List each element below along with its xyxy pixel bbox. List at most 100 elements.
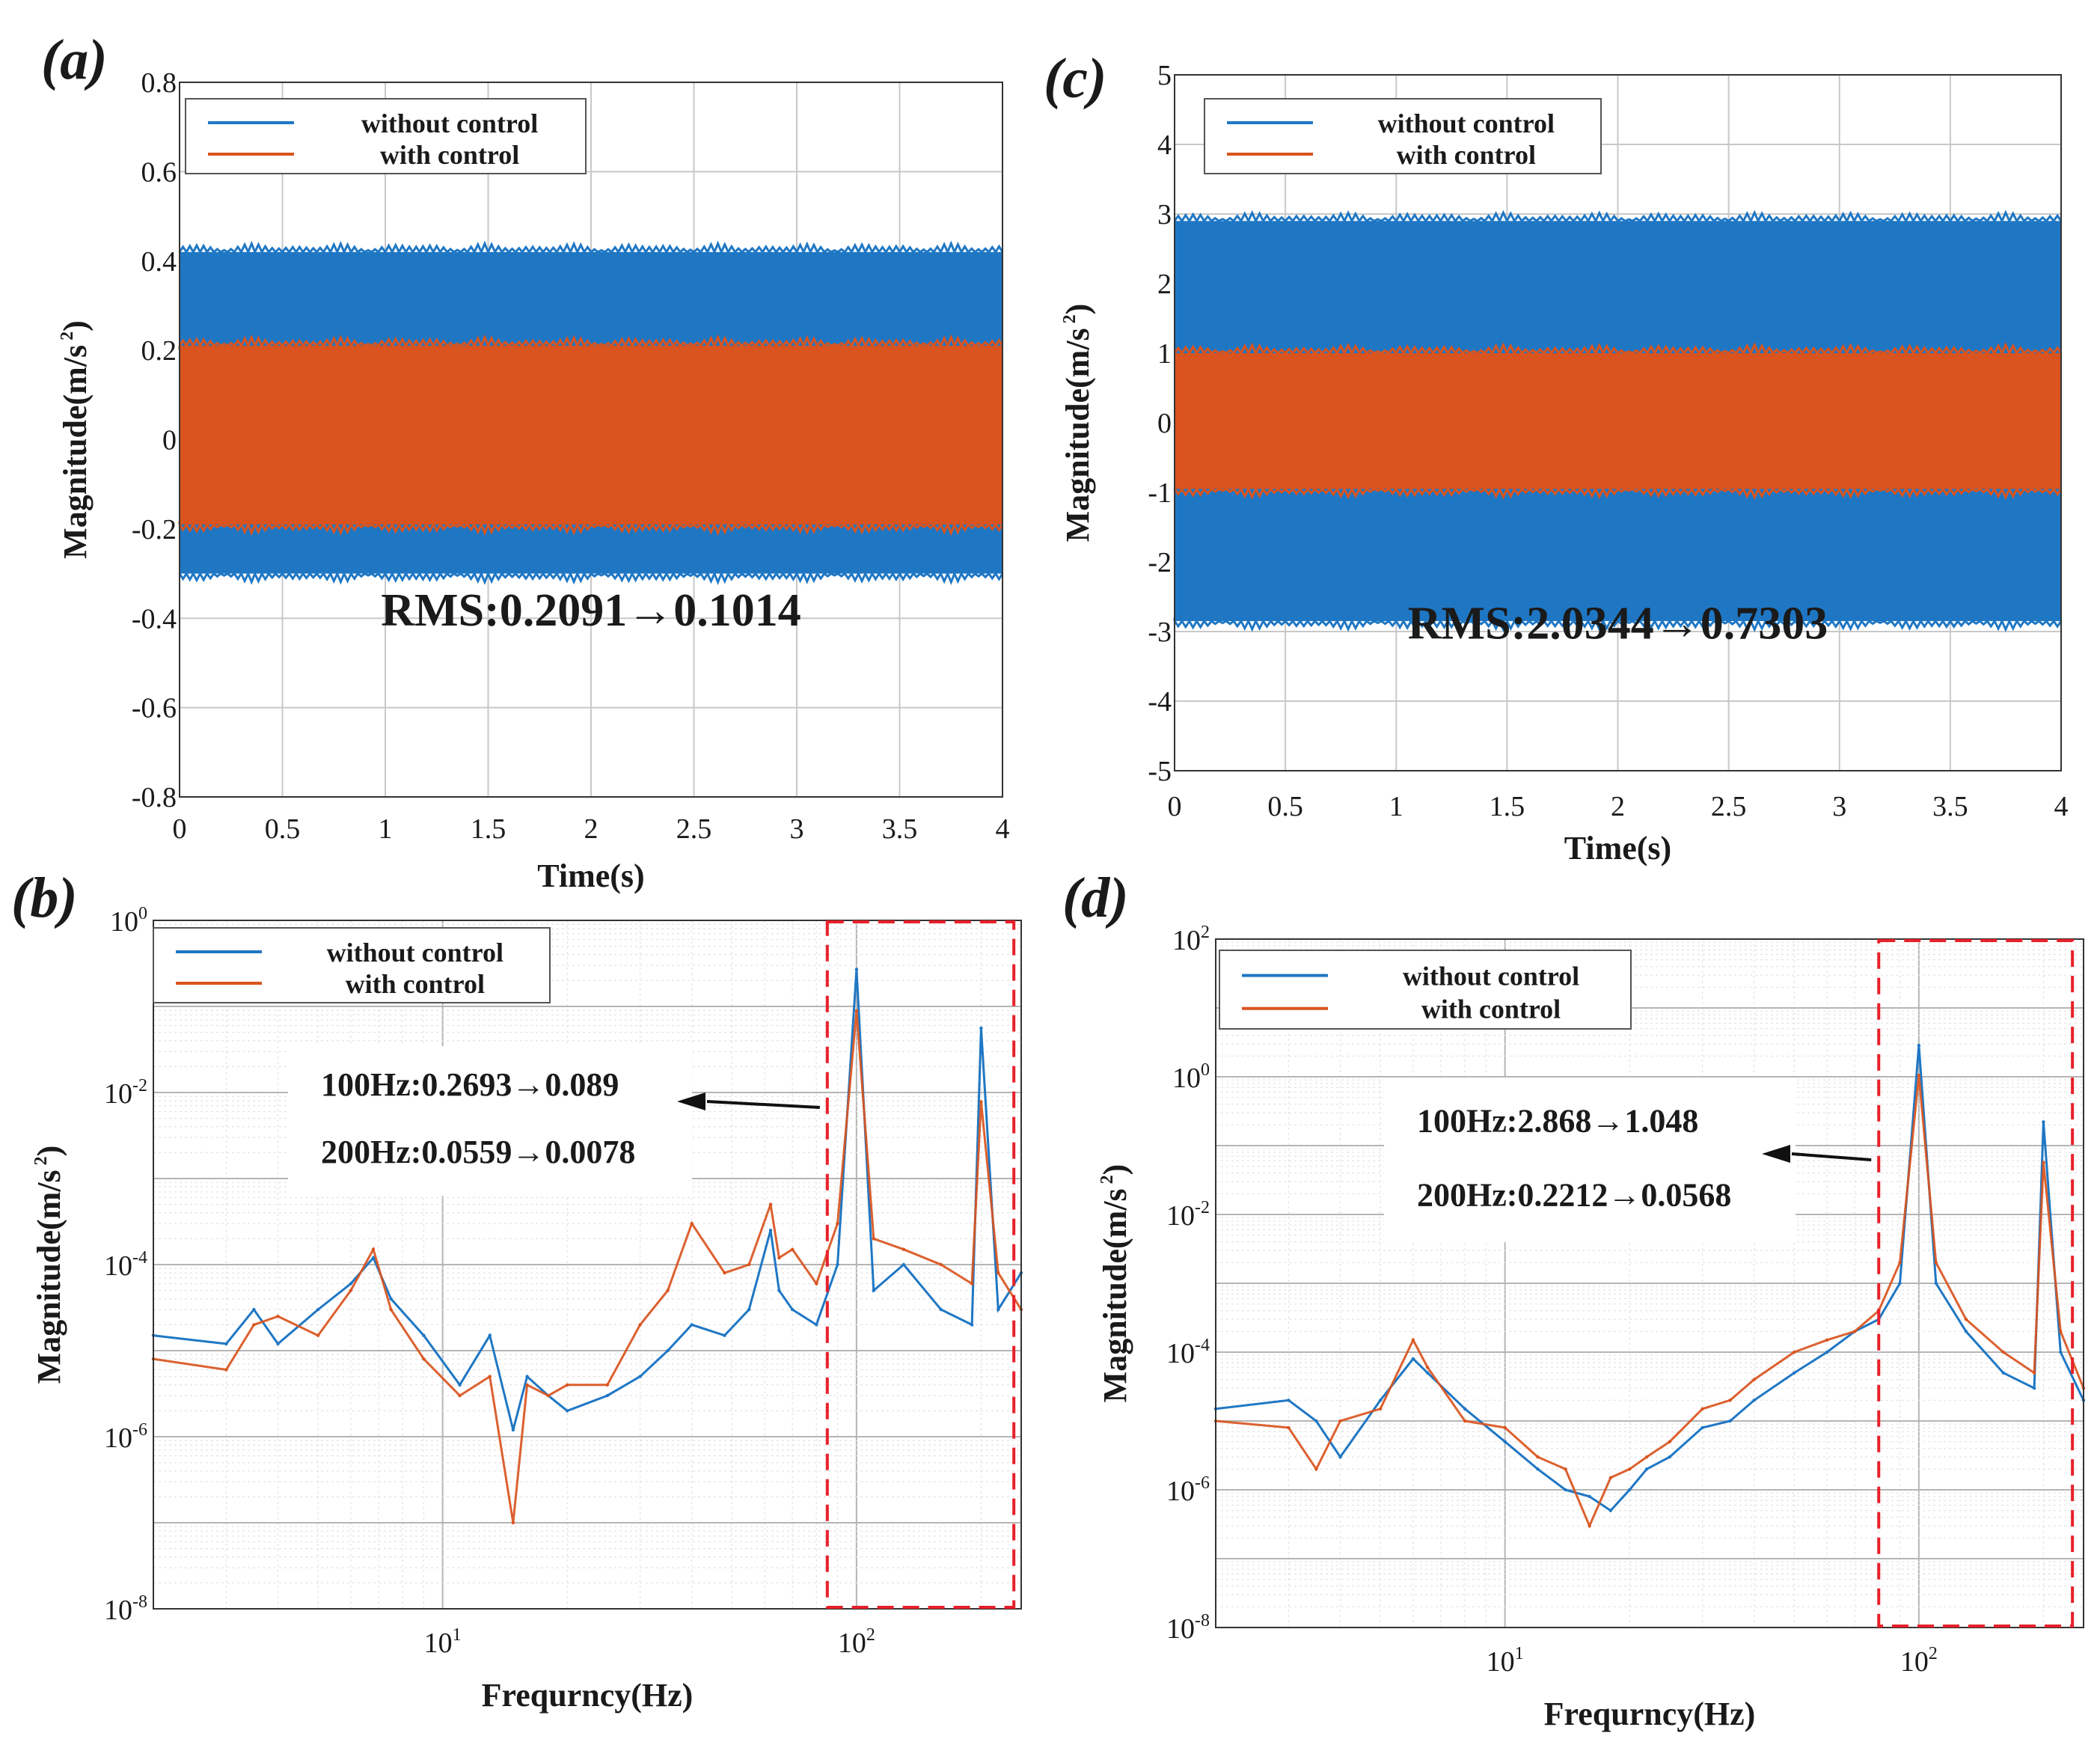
data-point-without — [1644, 1467, 1649, 1471]
data-point-without — [1314, 1419, 1318, 1423]
data-point-with — [1378, 1407, 1383, 1411]
data-point-with — [1700, 1407, 1704, 1411]
series-edge-lower — [1173, 486, 2063, 501]
x-axis-label-c: Time(s) — [1564, 830, 1671, 867]
data-point-with — [854, 1009, 859, 1013]
data-point-with — [1934, 1261, 1938, 1265]
x-axis-label-b: Frequrncy(Hz) — [482, 1677, 694, 1714]
data-point-with — [939, 1262, 943, 1267]
x-tick-label: 0.5 — [1267, 791, 1303, 822]
legend-label-without: without control — [361, 109, 538, 138]
legend-box — [153, 927, 551, 1003]
y-tick-label: 10-8 — [104, 1592, 147, 1626]
axes-frame-a — [179, 82, 1003, 798]
y-tick-label: 0.8 — [141, 67, 177, 99]
legend-box — [1219, 950, 1632, 1030]
data-point-with — [970, 1282, 974, 1286]
legend-box — [1204, 98, 1602, 174]
legend-label-without: without control — [1403, 962, 1579, 991]
data-point-with — [872, 1237, 876, 1241]
series-edge-lower — [1173, 617, 2063, 632]
data-point-without — [1411, 1357, 1415, 1361]
y-tick-label: -3 — [1148, 617, 1172, 648]
data-point-with — [690, 1221, 694, 1226]
data-point-with — [488, 1375, 492, 1378]
data-point-with — [1917, 1073, 1921, 1078]
data-point-without — [2032, 1386, 2036, 1390]
data-point-without — [970, 1323, 974, 1327]
data-point-without — [1426, 1371, 1430, 1375]
data-point-without — [389, 1297, 393, 1301]
annotation-b: 100Hz:0.2693→0.089 200Hz:0.0559→0.0078 — [288, 1046, 692, 1196]
rms-annotation-a: RMS:0.2091→0.1014 — [381, 585, 800, 636]
legend-label-without: without control — [1378, 109, 1555, 138]
series-edge-upper — [178, 334, 1004, 350]
data-point-without — [690, 1323, 694, 1327]
data-point-with — [768, 1202, 773, 1206]
data-point-without — [723, 1333, 726, 1337]
legend-d: without control with control — [1219, 950, 1632, 1030]
series-band-with — [180, 346, 1002, 525]
data-point-with — [1287, 1425, 1291, 1430]
y-tick-label: 0.2 — [141, 335, 177, 367]
y-tick-label: -2 — [1148, 547, 1172, 578]
y-tick-label: -0.2 — [132, 514, 177, 545]
x-tick-label: 3.5 — [882, 813, 918, 845]
data-point-with — [1463, 1419, 1467, 1423]
annotation-background — [288, 1046, 692, 1196]
data-point-without — [1825, 1350, 1829, 1354]
y-tick-label: -0.4 — [132, 603, 177, 635]
x-tick-label: 1.5 — [471, 813, 506, 845]
annotation-arrow-head — [677, 1092, 705, 1110]
data-point-with — [276, 1315, 280, 1318]
series-edge-upper — [178, 240, 1004, 255]
data-point-without — [1378, 1399, 1383, 1402]
y-tick-label: 100 — [1172, 1060, 1210, 1094]
y-tick-label: 10-4 — [104, 1248, 147, 1282]
data-point-without — [2059, 1350, 2063, 1354]
legend-label-with: with control — [346, 969, 485, 999]
x-tick-label: 0 — [1168, 791, 1182, 822]
data-point-without — [1793, 1371, 1796, 1375]
data-point-without — [1700, 1425, 1704, 1430]
data-point-without — [1917, 1043, 1921, 1048]
data-point-with — [1608, 1476, 1613, 1480]
data-point-without — [371, 1256, 376, 1260]
y-tick-label: 100 — [110, 904, 147, 938]
data-point-with — [666, 1289, 670, 1292]
data-point-with — [836, 1221, 839, 1226]
data-point-without — [939, 1307, 943, 1312]
data-point-without — [1503, 1440, 1507, 1443]
data-point-with — [638, 1323, 642, 1327]
data-point-without — [777, 1289, 781, 1292]
rms-annotation-c: RMS:2.0344→0.7303 — [1408, 598, 1828, 649]
data-point-with — [2032, 1371, 2036, 1375]
series-line-without — [1216, 1045, 2084, 1512]
data-point-without — [2042, 1120, 2045, 1124]
y-tick-label: 10-6 — [104, 1420, 147, 1454]
data-point-without — [836, 1262, 839, 1267]
data-point-with — [2042, 1161, 2045, 1164]
y-tick-label: 2 — [1157, 269, 1172, 300]
data-point-with — [1825, 1338, 1829, 1342]
y-tick-label: -0.8 — [132, 782, 177, 813]
data-point-with — [1898, 1261, 1902, 1265]
data-point-with — [1411, 1338, 1415, 1342]
x-tick-label: 2.5 — [1711, 791, 1747, 822]
y-axis-label-d: Magnitude(m/s 2) — [1097, 1164, 1133, 1403]
data-point-with — [224, 1368, 228, 1372]
x-tick-label: 1 — [1389, 791, 1403, 822]
axes-frame-b — [153, 920, 1022, 1610]
annotation-line-100hz: 100Hz:0.2693→0.089 — [321, 1066, 619, 1103]
y-tick-label: 102 — [1172, 923, 1210, 956]
data-point-without — [638, 1375, 642, 1378]
legend-label-without: without control — [327, 938, 503, 968]
series-edge-lower — [178, 520, 1004, 537]
y-axis-label-b: Magnitude(m/s 2) — [31, 1146, 67, 1384]
y-tick-label: 10-4 — [1166, 1336, 1210, 1369]
x-tick-label: 1 — [379, 813, 393, 845]
series-edge-upper — [1173, 210, 2063, 224]
y-tick-label: -4 — [1148, 686, 1172, 718]
